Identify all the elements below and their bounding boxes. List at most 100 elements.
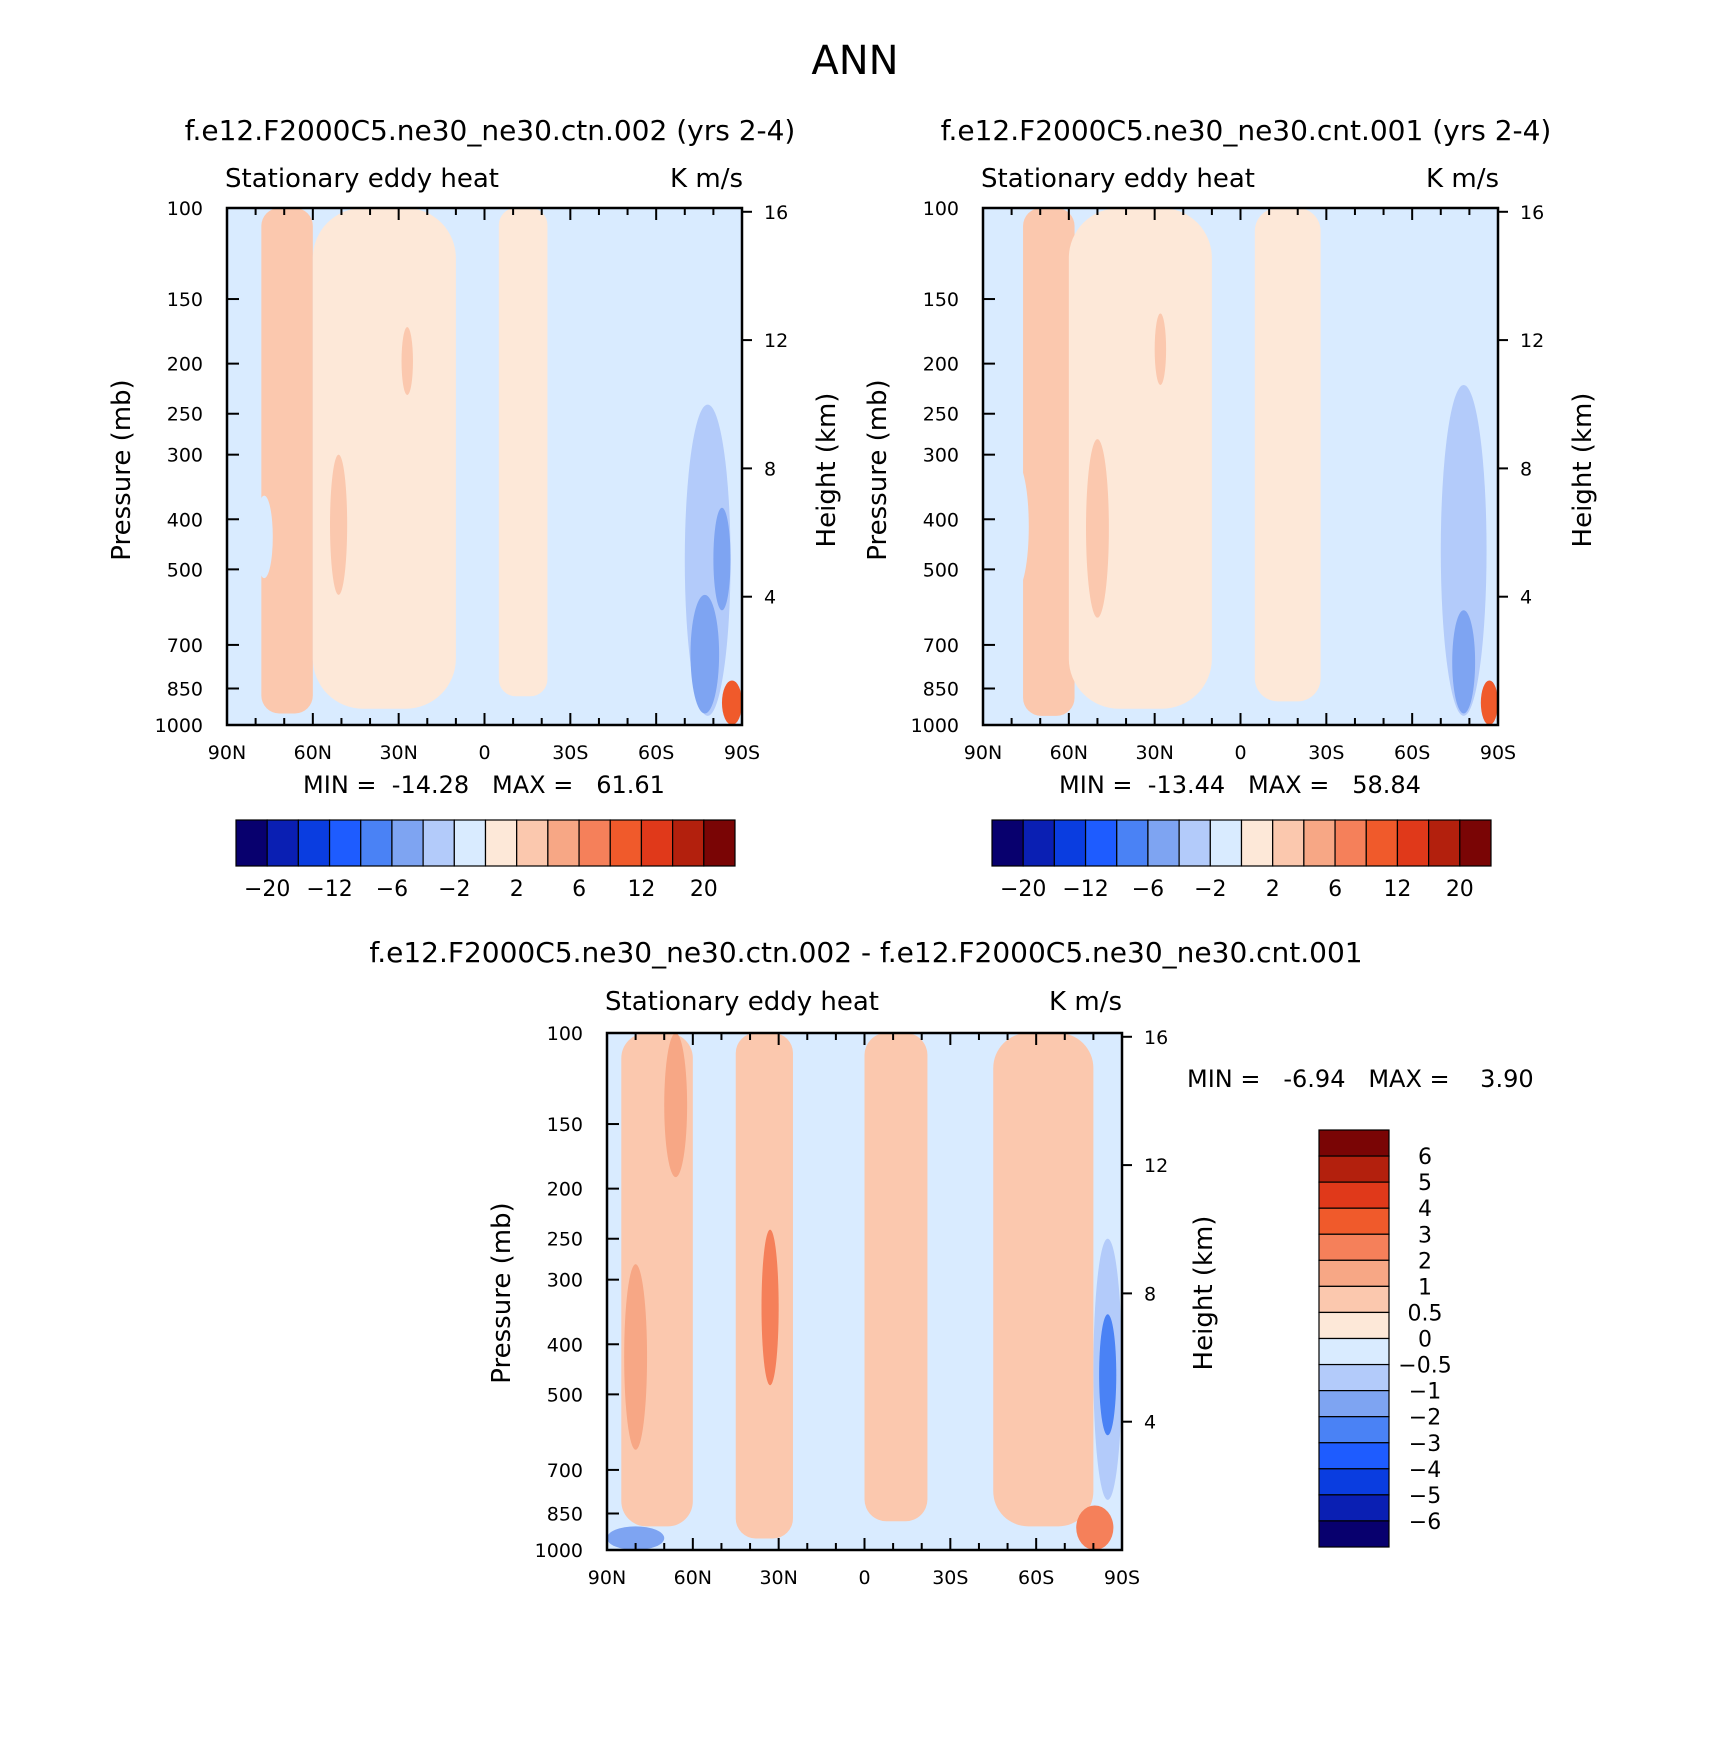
- field-blob-8: [1452, 610, 1476, 714]
- panel-1-left-label: Stationary eddy heat: [225, 164, 499, 194]
- y-tick-right-label: 12: [764, 330, 788, 352]
- x-tick-label: 30S: [552, 742, 588, 764]
- colorbar-box: [1318, 1442, 1390, 1470]
- y-tick-right-label: 4: [764, 587, 776, 609]
- panel-2-colorbar: −20 −12 −6 −2 2 6 12 20: [991, 819, 1492, 902]
- x-tick-label: 90S: [1104, 1567, 1140, 1589]
- colorbar-box: [1303, 819, 1336, 867]
- panel-2-ylabel: Pressure (mb): [863, 379, 893, 560]
- panel-1-right-label: K m/s: [670, 164, 743, 194]
- colorbar-box: [1318, 1311, 1390, 1340]
- panel-1-colorbar: −20 −12 −6 −2 2 6 12 20: [235, 819, 736, 902]
- x-tick-label: 60S: [638, 742, 674, 764]
- field-band-1: [312, 208, 456, 709]
- colorbar-label: −20: [244, 877, 290, 902]
- colorbar-label: −6: [1409, 1510, 1441, 1535]
- colorbar-box: [1318, 1494, 1390, 1522]
- panel-3-stats: MIN = -6.94 MAX = 3.90: [1187, 1065, 1534, 1093]
- x-tick-label: 60S: [1394, 742, 1430, 764]
- colorbar-label: 6: [1328, 877, 1342, 902]
- field-blob-10: [1076, 1505, 1114, 1550]
- panel-2-right-label: K m/s: [1426, 164, 1499, 194]
- field-blob-6: [607, 208, 642, 276]
- x-tick-label: 90S: [724, 742, 760, 764]
- colorbar-box: [640, 819, 674, 867]
- colorbar-label: 0: [1418, 1328, 1432, 1353]
- colorbar-label: −5: [1409, 1484, 1441, 1509]
- colorbar-label: −2: [1409, 1406, 1441, 1431]
- field-blob-4: [401, 327, 413, 396]
- x-tick-label: 90N: [208, 742, 246, 764]
- x-tick-label: 60N: [1050, 742, 1088, 764]
- colorbar-label: 2: [1266, 877, 1280, 902]
- colorbar-box: [1334, 819, 1367, 867]
- field-blob-4: [1154, 313, 1167, 386]
- colorbar-box: [235, 819, 268, 867]
- y-tick-right-label: 12: [1520, 330, 1544, 352]
- y-tick-right-label: 12: [1144, 1155, 1168, 1177]
- field-blob-8: [690, 594, 720, 714]
- colorbar-label: 6: [1418, 1145, 1432, 1170]
- y-tick-label: 100: [923, 198, 959, 220]
- y-tick-right-label: 4: [1144, 1412, 1156, 1434]
- colorbar-box: [1116, 819, 1149, 867]
- field-blob-3: [330, 454, 348, 595]
- field-blob-9: [1480, 680, 1498, 725]
- y-tick-label: 700: [923, 635, 959, 657]
- field-blob-5: [255, 495, 273, 579]
- colorbar-label: −0.5: [1398, 1354, 1451, 1379]
- colorbar-box: [703, 819, 736, 867]
- colorbar-box: [578, 819, 611, 867]
- colorbar-box: [1240, 819, 1274, 867]
- field-blob-6: [761, 1229, 779, 1386]
- colorbar-box: [1209, 819, 1243, 867]
- colorbar-box: [1459, 819, 1492, 867]
- field-band-2: [864, 1033, 928, 1522]
- y-tick-right-label: 8: [1144, 1283, 1156, 1305]
- colorbar-box: [1318, 1207, 1390, 1235]
- colorbar-label: −12: [1062, 877, 1108, 902]
- field-blob-10: [721, 680, 742, 725]
- panel-1-stats: MIN = -14.28 MAX = 61.61: [303, 771, 665, 799]
- field-blob-4: [664, 1033, 688, 1178]
- colorbar-box: [1428, 819, 1461, 867]
- colorbar-box: [1365, 819, 1399, 867]
- colorbar-box: [391, 819, 424, 867]
- x-tick-label: 30N: [379, 742, 417, 764]
- colorbar-box: [991, 819, 1024, 867]
- field-blob-5: [624, 1264, 648, 1450]
- colorbar-box: [1147, 819, 1180, 867]
- field-band-2: [498, 208, 548, 697]
- colorbar-box: [1022, 819, 1055, 867]
- x-tick-label: 60N: [674, 1567, 712, 1589]
- x-tick-label: 30N: [1135, 742, 1173, 764]
- panel-2-plot: 90N 60N 30N 0 30S 60S 90S 100 150 200 250 300 400 500…: [911, 198, 1545, 764]
- colorbar-label: −4: [1409, 1458, 1441, 1483]
- colorbar-label: 20: [690, 877, 718, 902]
- colorbar-box: [266, 819, 299, 867]
- colorbar-box: [1318, 1233, 1390, 1261]
- figure-title: ANN: [811, 38, 898, 84]
- colorbar-box: [1178, 819, 1211, 867]
- panel-2-left-label: Stationary eddy heat: [981, 164, 1255, 194]
- y-tick-label: 300: [923, 445, 959, 467]
- panel-1-plot: 90N 60N 30N 0 30S 60S 90S 100 150 200 250 300 400 500…: [155, 198, 789, 764]
- y-tick-right-label: 16: [1520, 202, 1544, 224]
- y-tick-label: 400: [167, 509, 203, 531]
- colorbar-label: −2: [1194, 877, 1226, 902]
- panel-3-ylabel: Pressure (mb): [487, 1202, 517, 1383]
- y-tick-label: 700: [167, 635, 203, 657]
- colorbar-box: [609, 819, 643, 867]
- y-tick-right-label: 16: [1144, 1027, 1168, 1049]
- field-blob-3: [1086, 439, 1109, 618]
- colorbar-box: [547, 819, 580, 867]
- colorbar-box: [328, 819, 362, 867]
- colorbar-box: [516, 819, 549, 867]
- field-band-0: [261, 208, 313, 714]
- y-tick-label: 1000: [911, 715, 959, 737]
- colorbar-label: −12: [306, 877, 352, 902]
- y-tick-label: 850: [923, 679, 959, 701]
- colorbar-box: [1084, 819, 1118, 867]
- y-tick-right-label: 4: [1520, 587, 1532, 609]
